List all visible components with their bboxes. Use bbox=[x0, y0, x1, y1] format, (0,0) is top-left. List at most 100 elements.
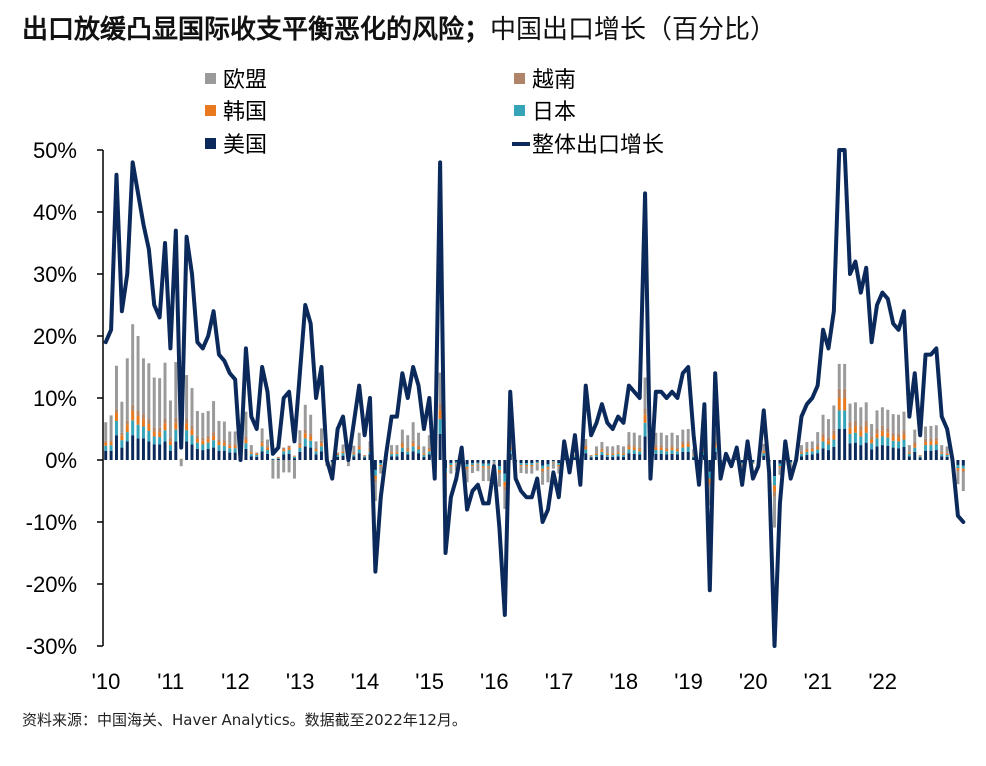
bar-segment-eu bbox=[233, 431, 237, 444]
bar-segment-japan bbox=[616, 453, 620, 457]
bar-segment-vietnam bbox=[773, 491, 777, 497]
bar-segment-japan bbox=[503, 473, 507, 482]
bar-segment-vietnam bbox=[929, 438, 933, 442]
bar-segment-japan bbox=[147, 430, 151, 442]
bar-segment-japan bbox=[880, 436, 884, 446]
y-axis: 50% 40% 30% 20% 10% 0% -10% -20% -30% bbox=[26, 138, 104, 659]
bar-segment-korea bbox=[131, 411, 135, 421]
bar-segment-eu bbox=[643, 377, 647, 409]
bar-segment-vietnam bbox=[249, 451, 253, 453]
bar-segment-us bbox=[336, 456, 340, 460]
bar-segment-vietnam bbox=[449, 466, 453, 468]
bar-segment-japan bbox=[902, 439, 906, 447]
bar-segment-vietnam bbox=[233, 443, 237, 446]
bar-segment-vietnam bbox=[185, 418, 189, 424]
bar-segment-korea bbox=[303, 433, 307, 439]
bar-segment-eu bbox=[303, 404, 307, 430]
bar-segment-eu bbox=[136, 336, 140, 411]
bar-segment-vietnam bbox=[314, 447, 318, 450]
bar-segment-vietnam bbox=[406, 447, 410, 450]
bar-segment-japan bbox=[659, 450, 663, 454]
bar-segment-japan bbox=[524, 463, 528, 465]
bar-segment-vietnam bbox=[800, 451, 803, 453]
bar-segment-vietnam bbox=[282, 447, 286, 450]
bar-segment-us bbox=[891, 447, 895, 460]
bar-segment-eu bbox=[924, 426, 928, 439]
bar-segment-eu bbox=[837, 363, 841, 389]
chart-title-main: 出口放缓凸显国际收支平衡恶化的风险 bbox=[22, 15, 465, 45]
bar-segment-japan bbox=[319, 446, 323, 452]
bar-segment-us bbox=[492, 460, 496, 461]
bar-segment-us bbox=[465, 460, 469, 465]
bar-segment-korea bbox=[282, 449, 286, 452]
bar-segment-vietnam bbox=[848, 422, 852, 428]
y-tick-label: -20% bbox=[26, 572, 77, 597]
bar-segment-japan bbox=[174, 429, 178, 442]
bar-segment-eu bbox=[961, 472, 965, 491]
bar-segment-japan bbox=[832, 439, 836, 447]
bar-segment-japan bbox=[627, 449, 631, 454]
bar-segment-japan bbox=[352, 454, 356, 457]
bar-segment-us bbox=[530, 460, 534, 464]
bar-segment-korea bbox=[379, 464, 383, 467]
bar-segment-us bbox=[929, 450, 933, 460]
bar-segment-japan bbox=[638, 451, 642, 455]
bar-segment-eu bbox=[152, 377, 156, 428]
y-tick-label: 0% bbox=[45, 448, 77, 473]
bar-segment-us bbox=[185, 441, 189, 460]
bar-segment-vietnam bbox=[336, 452, 340, 454]
bar-segment-korea bbox=[546, 466, 550, 469]
bar-segment-eu bbox=[557, 467, 561, 474]
bar-segment-korea bbox=[411, 443, 415, 447]
bar-segment-japan bbox=[789, 461, 793, 464]
bar-segment-vietnam bbox=[163, 418, 167, 424]
bar-segment-vietnam bbox=[832, 430, 836, 435]
bar-segment-eu bbox=[481, 468, 485, 482]
bar-segment-eu bbox=[907, 445, 911, 452]
bars bbox=[104, 324, 965, 528]
bar-segment-vietnam bbox=[417, 445, 421, 447]
bar-segment-vietnam bbox=[940, 451, 944, 453]
bar-segment-vietnam bbox=[708, 482, 712, 487]
bar-segment-japan bbox=[956, 464, 960, 469]
bar-segment-korea bbox=[600, 450, 604, 452]
bar-segment-us bbox=[762, 455, 766, 460]
bar-segment-eu bbox=[352, 445, 356, 452]
bar-segment-vietnam bbox=[120, 432, 124, 436]
bar-segment-eu bbox=[438, 372, 442, 404]
bar-segment-vietnam bbox=[470, 466, 474, 467]
bar-segment-eu bbox=[638, 435, 642, 448]
bar-segment-us bbox=[816, 453, 820, 460]
bar-segment-japan bbox=[427, 451, 431, 455]
bar-segment-japan bbox=[465, 464, 469, 467]
bar-segment-eu bbox=[217, 420, 221, 440]
bar-segment-eu bbox=[125, 358, 129, 421]
bar-segment-korea bbox=[816, 446, 820, 450]
bar-segment-korea bbox=[611, 453, 615, 456]
bar-segment-korea bbox=[152, 431, 156, 437]
bar-segment-vietnam bbox=[390, 451, 394, 453]
bar-segment-eu bbox=[773, 496, 777, 528]
legend-swatch bbox=[205, 73, 216, 84]
bar-segment-eu bbox=[880, 407, 884, 426]
bar-segment-us bbox=[961, 460, 965, 466]
bar-segment-eu bbox=[379, 467, 383, 474]
bar-segment-korea bbox=[519, 464, 523, 467]
y-tick-label: 30% bbox=[33, 262, 77, 287]
bar-segment-japan bbox=[422, 455, 426, 457]
bar-segment-japan bbox=[190, 435, 194, 445]
bar-segment-korea bbox=[686, 443, 690, 447]
bar-segment-korea bbox=[524, 464, 528, 467]
bar-segment-korea bbox=[956, 468, 960, 470]
bar-segment-japan bbox=[816, 449, 820, 454]
bar-segment-eu bbox=[497, 474, 501, 487]
bar-segment-korea bbox=[826, 440, 830, 445]
bar-segment-eu bbox=[222, 421, 226, 441]
bar-segment-korea bbox=[924, 442, 928, 446]
bar-segment-us bbox=[670, 453, 674, 460]
bar-segment-eu bbox=[314, 441, 318, 448]
bar-segment-vietnam bbox=[584, 445, 588, 447]
bar-segment-japan bbox=[778, 463, 782, 467]
bar-segment-eu bbox=[120, 401, 124, 433]
bar-segment-korea bbox=[627, 446, 631, 450]
